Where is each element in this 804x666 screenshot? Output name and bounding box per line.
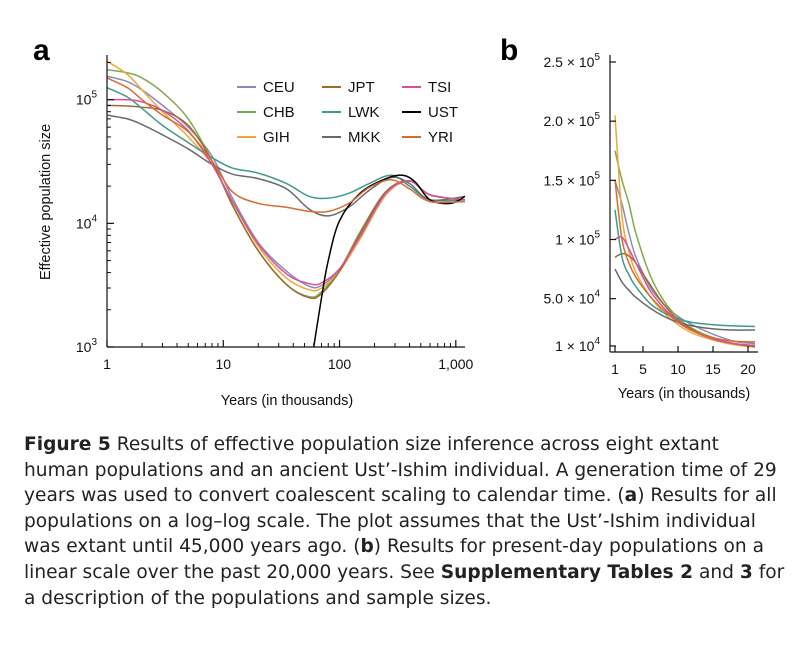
- panel-a-legend: CEU CHB GIH JPT LWK MKK TSI UST YRI: [237, 79, 458, 146]
- panel-b-series-group: [614, 115, 756, 348]
- panel-a-x-tick-label: 1: [103, 356, 111, 372]
- panel-b-y-tick-label: 1.5 × 105: [543, 170, 600, 188]
- caption-text-5: for a description of the populations and…: [24, 561, 785, 609]
- legend-label-mkk: MKK: [348, 129, 381, 146]
- legend-label-jpt: JPT: [348, 79, 375, 96]
- legend-label-chb: CHB: [263, 104, 295, 121]
- panel-b-line-chb: [614, 150, 756, 348]
- caption-text-3: ) Results for present-day populations on…: [24, 536, 764, 583]
- panel-a-line-yri: [107, 77, 466, 213]
- panel-b-x-tick-label: 20: [740, 361, 756, 377]
- panel-b-x-tick-label: 5: [639, 361, 647, 377]
- panel-b-line-tsi: [614, 236, 756, 347]
- legend-label-ust: UST: [428, 104, 458, 121]
- caption-ref-b: b: [360, 536, 374, 558]
- panel-b-y-tick-label: 1 × 105: [555, 230, 600, 248]
- panel-a-y-tick-label: 105: [76, 90, 98, 108]
- panel-label-a: a: [33, 34, 50, 67]
- caption-text-1: Results of effective population size inf…: [24, 434, 777, 507]
- panel-label-b: b: [500, 34, 518, 67]
- caption-table-3: 3: [739, 561, 753, 583]
- panel-b-x-tick-label: 1: [611, 361, 619, 377]
- panel-a-y-tick-label: 104: [76, 213, 98, 231]
- panel-b-x-axis-title: Years (in thousands): [618, 386, 750, 402]
- panel-a-x-tick-label: 1,000: [438, 356, 473, 372]
- legend-label-lwk: LWK: [348, 104, 379, 121]
- figure-caption: Figure 5 Results of effective population…: [24, 432, 786, 611]
- panel-b-line-lwk: [614, 209, 756, 328]
- panel-a-chart: 1 10 100 1,000 103 104 105 Years (in thousands…: [38, 55, 474, 409]
- caption-figure-label: Figure 5: [24, 434, 111, 455]
- panel-a-y-axis-title: Effective population size: [38, 124, 54, 280]
- panel-a-line-tsi: [107, 98, 466, 286]
- panel-b-x-tick-label: 10: [670, 361, 686, 377]
- panel-b-line-mkk: [614, 268, 756, 331]
- panel-b-y-tick-label: 5.0 × 104: [543, 289, 600, 307]
- panel-b-line-jpt: [614, 252, 756, 348]
- panel-a-x-axis-title: Years (in thousands): [221, 393, 353, 409]
- panel-b-x-tick-label: 15: [705, 361, 721, 377]
- caption-ref-a: a: [624, 485, 638, 507]
- caption-supp-tables: Supplementary Tables 2: [440, 561, 694, 583]
- panel-a-line-mkk: [107, 114, 466, 217]
- panel-a-series-group: [107, 60, 466, 347]
- legend-label-yri: YRI: [428, 129, 453, 146]
- legend-label-gih: GIH: [263, 129, 290, 146]
- panel-a-x-tick-label: 100: [328, 356, 352, 372]
- panel-a-x-tick-label: 10: [215, 356, 231, 372]
- caption-text-2: ) Results for all populations on a log–l…: [24, 485, 777, 558]
- panel-a-ticks: 1 10 100 1,000 103 104 105: [76, 62, 474, 372]
- panel-a-y-tick-label: 103: [76, 337, 98, 355]
- panel-b-line-yri: [614, 180, 756, 343]
- panel-a-line-jpt: [107, 104, 466, 300]
- legend-label-ceu: CEU: [263, 79, 295, 96]
- panel-b-y-tick-label: 2.5 × 105: [543, 52, 600, 70]
- panel-a-line-gih: [107, 60, 466, 292]
- panel-b-y-tick-label: 1 × 104: [555, 336, 600, 354]
- legend-label-tsi: TSI: [428, 79, 451, 96]
- caption-text-4: and: [693, 561, 740, 583]
- panel-b-y-tick-label: 2.0 × 105: [543, 111, 600, 129]
